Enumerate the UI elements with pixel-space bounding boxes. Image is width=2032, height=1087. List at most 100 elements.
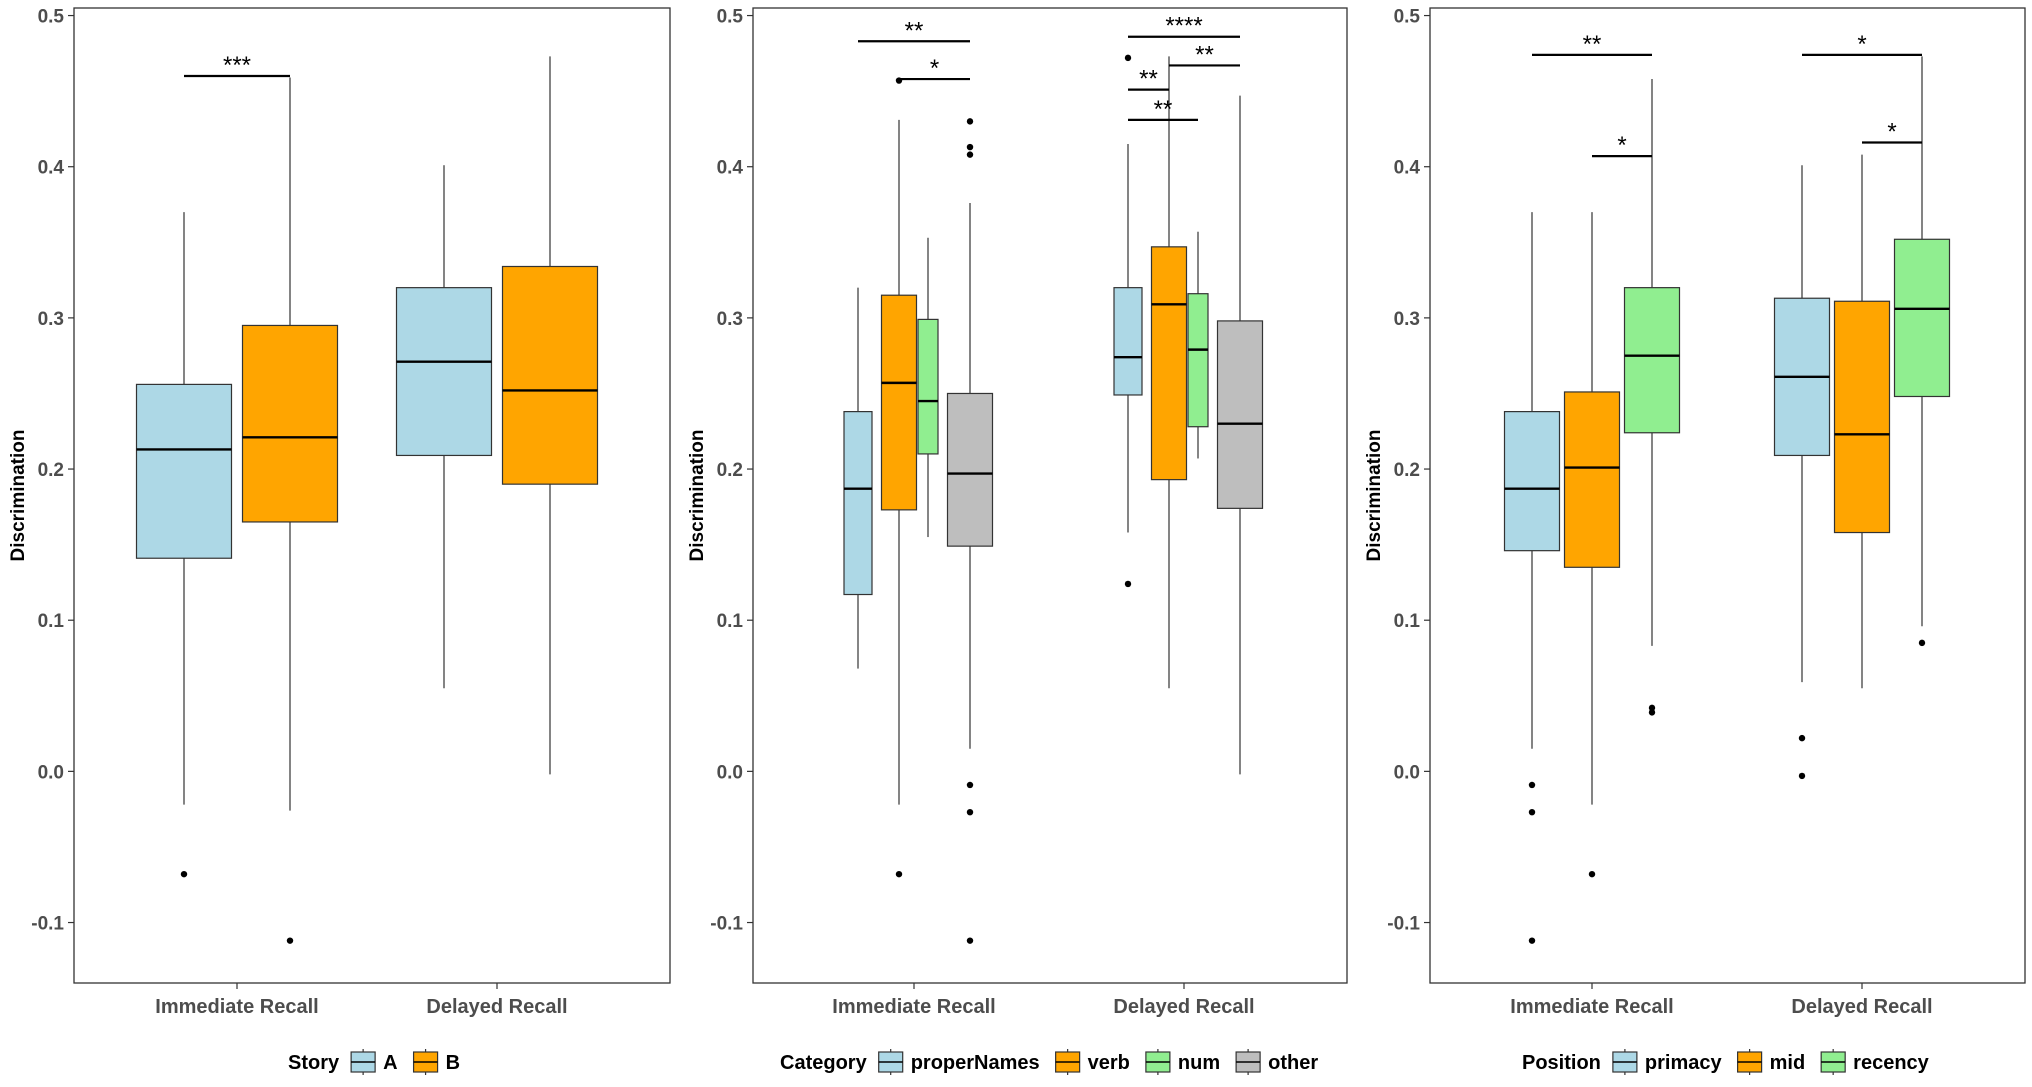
outlier-point bbox=[1124, 580, 1132, 588]
y-tick-label: 0.1 bbox=[717, 611, 744, 632]
significance-label: ** bbox=[1195, 41, 1214, 68]
box-primacy-delayed-recall bbox=[1773, 165, 1831, 780]
y-tick-label: 0.2 bbox=[717, 460, 743, 481]
outlier-point bbox=[966, 781, 974, 789]
y-tick-label: 0.0 bbox=[38, 762, 64, 783]
box-recency-immediate-recall bbox=[1623, 79, 1681, 716]
significance-label: * bbox=[1617, 132, 1626, 159]
legend-title: Story bbox=[288, 1052, 340, 1074]
significance-label: ** bbox=[1139, 66, 1158, 93]
box-iqr bbox=[501, 265, 599, 485]
y-tick-label: 0.3 bbox=[38, 309, 64, 330]
box-primacy-immediate-recall bbox=[1503, 212, 1561, 944]
box-verb-delayed-recall bbox=[1150, 56, 1188, 689]
legend-key-properNames bbox=[878, 1049, 904, 1075]
box-mid-delayed-recall bbox=[1833, 154, 1891, 689]
outlier-point bbox=[1798, 734, 1806, 742]
x-tick-label: Delayed Recall bbox=[1791, 996, 1932, 1018]
box-iqr bbox=[1216, 320, 1264, 509]
plot-border bbox=[73, 7, 671, 984]
legend-label: A bbox=[383, 1052, 397, 1074]
legend-label: properNames bbox=[911, 1052, 1040, 1074]
box-iqr bbox=[1833, 300, 1891, 534]
y-tick-label: 0.5 bbox=[717, 7, 744, 28]
y-tick-label: 0.5 bbox=[38, 7, 65, 28]
outlier-point bbox=[1798, 772, 1806, 780]
significance-label: *** bbox=[223, 52, 251, 79]
box-mid-immediate-recall bbox=[1563, 212, 1621, 878]
y-tick-label: 0.2 bbox=[1394, 460, 1420, 481]
box-iqr bbox=[241, 324, 339, 523]
significance-bracket: ** bbox=[858, 17, 970, 44]
box-other-immediate-recall bbox=[946, 118, 994, 944]
significance-bracket: ** bbox=[1532, 31, 1652, 58]
outlier-point bbox=[1648, 709, 1656, 716]
significance-label: * bbox=[1857, 31, 1866, 58]
box-iqr bbox=[946, 392, 994, 547]
legend-key-mid bbox=[1737, 1049, 1763, 1075]
box-iqr bbox=[1893, 238, 1951, 398]
y-tick-label: -0.1 bbox=[31, 914, 64, 935]
y-tick-label: 0.4 bbox=[717, 158, 744, 179]
box-iqr bbox=[1563, 391, 1621, 568]
outlier-point bbox=[895, 870, 903, 878]
box-iqr bbox=[395, 287, 493, 457]
box-iqr bbox=[135, 383, 233, 559]
outlier-point bbox=[1124, 54, 1132, 62]
legend-label: B bbox=[446, 1052, 460, 1074]
box-iqr bbox=[1187, 293, 1209, 428]
y-tick-label: 0.4 bbox=[38, 158, 65, 179]
legend-key-verb bbox=[1055, 1049, 1081, 1075]
box-iqr bbox=[1113, 287, 1143, 396]
legend: Category properNames verb num other bbox=[780, 1049, 1318, 1075]
y-tick-label: -0.1 bbox=[710, 914, 743, 935]
y-axis-label: Discrimination bbox=[687, 430, 708, 562]
outlier-point bbox=[1528, 808, 1536, 816]
legend-title: Position bbox=[1522, 1052, 1601, 1074]
box-iqr bbox=[880, 294, 918, 511]
y-axis-label: Discrimination bbox=[1364, 430, 1385, 562]
legend-label: num bbox=[1178, 1052, 1220, 1074]
box-A-immediate-recall bbox=[135, 212, 233, 878]
legend-key-recency bbox=[1820, 1049, 1846, 1075]
outlier-point bbox=[1588, 870, 1596, 878]
outlier-point bbox=[1528, 937, 1536, 944]
y-tick-label: 0.4 bbox=[1394, 158, 1421, 179]
box-B-delayed-recall bbox=[501, 56, 599, 775]
legend-key-other bbox=[1235, 1049, 1261, 1075]
plot-border bbox=[1429, 7, 2026, 984]
outlier-point bbox=[966, 151, 974, 158]
x-tick-label: Delayed Recall bbox=[1113, 996, 1254, 1018]
outlier-point bbox=[180, 870, 188, 878]
box-properNames-delayed-recall bbox=[1113, 54, 1143, 588]
legend-key-num bbox=[1145, 1049, 1171, 1075]
legend-key-B bbox=[412, 1049, 439, 1075]
outlier-point bbox=[1528, 781, 1536, 789]
y-tick-label: 0.3 bbox=[717, 309, 743, 330]
legend-key-primacy bbox=[1612, 1049, 1638, 1075]
significance-label: ** bbox=[905, 17, 924, 44]
legend: Position primacy mid recency bbox=[1522, 1049, 1930, 1075]
box-num-immediate-recall bbox=[917, 237, 939, 538]
box-iqr bbox=[843, 411, 873, 596]
y-tick-label: 0.2 bbox=[38, 460, 64, 481]
box-iqr bbox=[917, 318, 939, 455]
significance-bracket: * bbox=[1592, 132, 1652, 159]
panel-3: -0.1 0.0 0.1 0.2 0.3 0.4 0.5 Discrimination Imme… bbox=[1364, 7, 2026, 1075]
box-recency-delayed-recall bbox=[1893, 56, 1951, 647]
x-tick-label: Immediate Recall bbox=[832, 996, 995, 1018]
significance-bracket: ** bbox=[1128, 96, 1198, 123]
outlier-point bbox=[286, 937, 294, 944]
significance-label: * bbox=[930, 55, 939, 82]
legend-title: Category bbox=[780, 1052, 868, 1074]
outlier-point bbox=[966, 118, 974, 125]
x-tick-label: Immediate Recall bbox=[1510, 996, 1673, 1018]
box-iqr bbox=[1503, 411, 1561, 552]
legend-label: other bbox=[1268, 1052, 1318, 1074]
box-iqr bbox=[1150, 246, 1188, 481]
legend-label: primacy bbox=[1645, 1052, 1723, 1074]
panel-2: -0.1 0.0 0.1 0.2 0.3 0.4 0.5 Discrimination Imme… bbox=[687, 7, 1348, 1075]
significance-bracket: **** bbox=[1128, 13, 1240, 40]
significance-label: * bbox=[1887, 119, 1896, 146]
